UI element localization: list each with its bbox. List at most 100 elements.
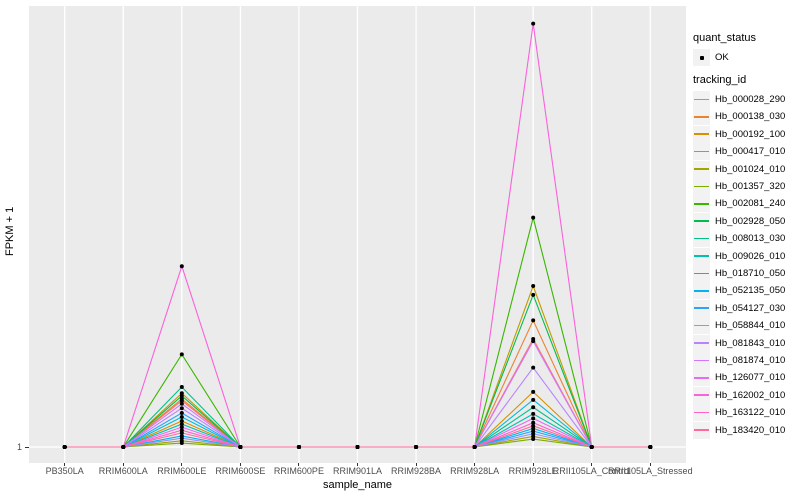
legend-item-Hb_008013_030: Hb_008013_030 xyxy=(693,230,785,248)
x-tick-mark xyxy=(649,463,651,466)
data-point xyxy=(531,215,536,220)
data-point xyxy=(531,397,536,402)
x-tick-mark xyxy=(181,463,183,466)
x-tick-label-RRIM600PE: RRIM600PE xyxy=(273,466,324,476)
point-glyph-icon xyxy=(699,55,704,60)
y-axis-title: FPKM + 1 xyxy=(4,206,16,257)
line-swatch-icon xyxy=(694,98,709,101)
data-point xyxy=(531,389,536,394)
y-tick-mark xyxy=(24,446,29,448)
legend-item-label: Hb_009026_010 xyxy=(715,250,786,262)
legend-item-Hb_001024_010: Hb_001024_010 xyxy=(693,160,786,178)
data-point xyxy=(531,365,536,370)
x-tick-label-RRIM928BA: RRIM928BA xyxy=(391,466,442,476)
legend-item-label: OK xyxy=(715,52,729,63)
legend-key-box xyxy=(693,125,710,143)
legend-item-label: Hb_000138_030 xyxy=(715,111,786,123)
legend-item-label: Hb_163122_010 xyxy=(715,407,786,419)
x-tick-label-RRII105LA_Control: RRII105LA_Control xyxy=(552,466,631,476)
line-swatch-icon xyxy=(694,359,709,362)
data-point xyxy=(179,425,184,430)
legend-item-Hb_000192_100: Hb_000192_100 xyxy=(693,125,785,143)
line-swatch-icon xyxy=(694,377,709,379)
data-point xyxy=(179,422,184,427)
x-tick-mark xyxy=(357,463,358,466)
data-point xyxy=(179,436,184,441)
line-swatch-icon xyxy=(694,272,709,275)
data-point xyxy=(179,415,184,420)
legend-item-label: Hb_001357_320 xyxy=(715,181,786,192)
legend-key-box xyxy=(693,404,710,422)
data-point xyxy=(531,431,536,436)
legend-item-Hb_058844_010: Hb_058844_010 xyxy=(693,317,785,335)
legend-item-label: Hb_018710_050 xyxy=(715,268,786,279)
data-point xyxy=(472,445,477,449)
data-point xyxy=(296,445,301,449)
line-swatch-icon xyxy=(694,411,709,414)
data-point xyxy=(531,292,536,297)
x-tick-label-RRIM901LA: RRIM901LA xyxy=(332,466,383,476)
line-swatch-icon xyxy=(694,307,709,310)
data-point xyxy=(179,393,184,398)
data-point xyxy=(179,430,184,435)
x-tick-mark xyxy=(239,463,241,466)
data-point xyxy=(179,406,184,411)
plot-panel xyxy=(29,6,686,463)
data-point xyxy=(531,437,536,442)
legend-key-box xyxy=(693,230,710,248)
data-point xyxy=(62,445,67,449)
legend-item-Hb_052135_050: Hb_052135_050 xyxy=(693,282,786,300)
x-tick-label-RRII105LA_Stressed: RRII105LA_Stressed xyxy=(608,466,693,476)
legend-item-Hb_002928_050: Hb_002928_050 xyxy=(693,212,785,230)
legend-item-Hb_018710_050: Hb_018710_050 xyxy=(693,265,785,282)
x-axis-title: sample_name xyxy=(322,479,393,491)
x-tick-label-RRIM928LE: RRIM928LE xyxy=(508,466,558,476)
data-point xyxy=(414,445,419,449)
legend-item-label: Hb_001024_010 xyxy=(715,163,786,175)
line-swatch-icon xyxy=(694,324,709,327)
line-swatch-icon xyxy=(694,133,709,136)
data-point xyxy=(179,352,184,357)
legend-key-box xyxy=(693,317,710,335)
legend-item-label: Hb_000028_290 xyxy=(715,94,786,105)
data-point xyxy=(531,420,536,425)
data-point xyxy=(531,411,536,416)
legend-key-box xyxy=(693,212,710,230)
legend-item-label: Hb_126077_010 xyxy=(715,372,786,384)
x-tick-label-RRIM600LE: RRIM600LE xyxy=(157,466,207,476)
legend-item-Hb_163122_010: Hb_163122_010 xyxy=(693,404,786,422)
x-tick-label-RRIM600SE: RRIM600SE xyxy=(215,466,266,476)
legend-key-box xyxy=(693,299,710,317)
line-swatch-icon xyxy=(694,150,709,153)
y-tick-label: 1 xyxy=(16,442,22,452)
legend-item-Hb_002081_240: Hb_002081_240 xyxy=(693,195,786,213)
legend-item-label: Hb_000417_010 xyxy=(715,146,786,158)
legend-item-Hb_000417_010: Hb_000417_010 xyxy=(693,143,786,161)
legend-key-box xyxy=(693,108,710,126)
legend-title-tracking-id: tracking_id xyxy=(693,74,747,86)
legend-item-label: Hb_081874_010 xyxy=(715,355,786,366)
legend-item-label: Hb_052135_050 xyxy=(715,285,786,297)
legend-item-Hb_054127_030: Hb_054127_030 xyxy=(693,299,785,317)
data-point xyxy=(179,401,184,406)
legend-key-box xyxy=(693,386,710,404)
data-point xyxy=(179,264,184,269)
line-swatch-icon xyxy=(694,168,709,170)
legend-item-label: Hb_002081_240 xyxy=(715,198,786,210)
line-swatch-icon xyxy=(694,255,709,257)
line-swatch-icon xyxy=(694,290,709,292)
line-swatch-icon xyxy=(694,237,709,240)
legend-key-box xyxy=(693,369,710,387)
legend-key-box xyxy=(693,143,710,161)
legend-item-Hb_081874_010: Hb_081874_010 xyxy=(693,352,785,369)
legend-key-box xyxy=(693,160,710,178)
legend-key-box xyxy=(693,265,710,282)
data-point xyxy=(355,445,360,449)
legend-item-Hb_001357_320: Hb_001357_320 xyxy=(693,178,785,195)
line-swatch-icon xyxy=(694,429,709,431)
legend-key-box xyxy=(693,178,710,195)
legend-key-box xyxy=(693,49,710,66)
data-point xyxy=(179,396,184,401)
legend-item-label: Hb_081843_010 xyxy=(715,337,786,349)
